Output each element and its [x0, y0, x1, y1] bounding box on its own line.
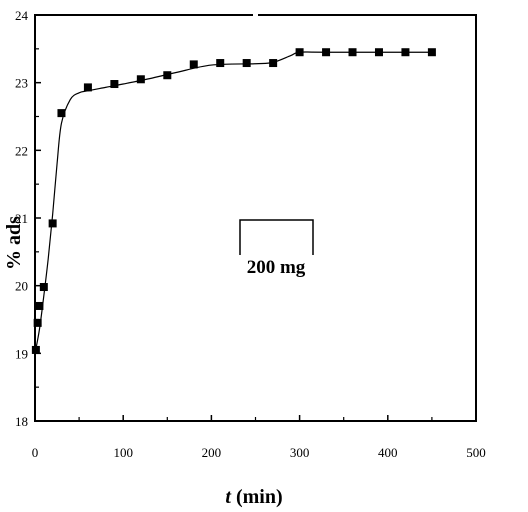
data-point: [57, 109, 66, 118]
y-tick-label: 21: [15, 211, 28, 226]
data-point: [348, 48, 357, 57]
x-tick-label: 100: [113, 445, 133, 460]
data-point: [189, 60, 198, 69]
data-point: [110, 80, 119, 89]
y-tick-label: 20: [15, 279, 28, 294]
x-tick-label: 200: [202, 445, 222, 460]
y-tick-label: 23: [15, 76, 28, 91]
fit-curve: [34, 51, 432, 354]
data-point: [216, 59, 225, 68]
x-tick-label: 0: [32, 445, 39, 460]
data-point: [322, 48, 331, 57]
x-axis-title: t (min): [225, 486, 282, 508]
data-point: [295, 48, 304, 57]
data-point: [242, 59, 251, 68]
y-tick-label: 22: [15, 143, 28, 158]
data-point: [48, 219, 57, 228]
data-point: [39, 283, 48, 292]
y-tick-label: 24: [15, 8, 29, 23]
annotation-bracket: [239, 219, 314, 255]
data-point: [374, 48, 383, 57]
data-markers: [31, 48, 436, 354]
ticks: 18 19 20 21 22 23 24 0 100 200 300 400 500: [15, 8, 486, 460]
x-tick-label: 300: [290, 445, 310, 460]
x-tick-label: 500: [466, 445, 486, 460]
y-tick-label: 19: [15, 346, 28, 361]
y-axis-title: % ads: [3, 216, 25, 270]
frame-gap: [253, 13, 258, 18]
data-point: [136, 75, 145, 84]
data-point: [35, 301, 44, 310]
x-axis-title-rest: (min): [231, 486, 283, 508]
data-point: [31, 345, 40, 354]
plot-frame: [34, 14, 477, 422]
data-point: [33, 318, 42, 327]
annotation-label: 200 mg: [247, 257, 306, 278]
data-point: [401, 48, 410, 57]
y-tick-label: 18: [15, 414, 28, 429]
data-point: [427, 48, 436, 57]
data-point: [163, 71, 172, 80]
data-point: [269, 59, 278, 68]
x-axis-title-italic: t: [225, 486, 232, 508]
x-tick-label: 400: [378, 445, 398, 460]
data-point: [83, 83, 92, 92]
